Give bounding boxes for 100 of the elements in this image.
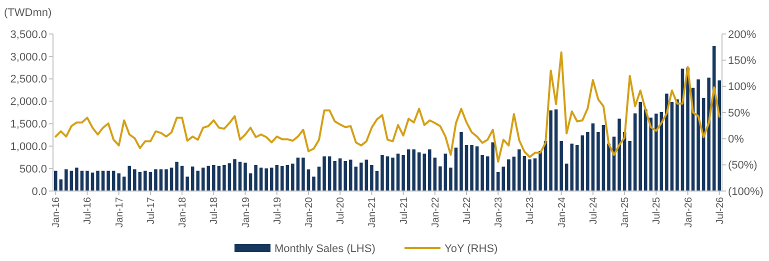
bar [676,99,679,191]
y-tick-label: 2,500.0 [10,74,47,86]
bar [186,176,189,191]
bar [128,166,132,191]
bar [533,158,537,191]
bar [528,159,532,191]
bar [444,154,448,191]
y2-tick-label: 150% [728,55,756,68]
bar [90,172,94,191]
y2-tick-label: 50% [728,107,750,120]
x-tick-label: Jan-17 [114,196,126,228]
legend-label: Monthly Sales (LHS) [274,242,376,255]
bar [212,164,216,191]
bar [75,168,78,191]
bar [618,118,621,191]
bar [317,166,321,191]
bar [106,170,110,191]
bar [64,169,68,191]
bar [633,113,637,191]
bar [144,170,147,191]
bar [502,166,506,191]
y-tick-label: 1,500.0 [10,118,47,131]
x-tick-label: Jan-22 [430,196,442,228]
bar [86,170,89,191]
y2-tick-label: 0% [728,134,744,146]
y-tick-label: 500.0 [19,163,47,176]
bar [628,140,632,191]
bar [475,146,479,191]
bar [380,155,384,191]
bar [591,123,595,191]
line-series [54,51,720,163]
y2-tick-label: (50%) [728,160,758,172]
bar [602,125,606,191]
bar [586,132,590,191]
bar [291,164,294,191]
bar [348,160,352,191]
bar [470,145,474,191]
bar [438,166,442,191]
bar [638,102,642,191]
bar [364,160,368,191]
bar [491,142,494,191]
bar [180,166,184,191]
x-tick-label: Jan-21 [367,196,378,228]
bar [570,144,574,191]
x-tick-label: Jan-20 [304,196,315,228]
bar [554,109,558,191]
bar [196,170,200,191]
bar [654,114,658,191]
bar [217,166,221,191]
bar [117,173,120,191]
bar [560,140,563,191]
bar [580,135,584,191]
bar [201,168,205,191]
x-tick-label: Jul-16 [82,196,94,224]
bar [391,158,394,191]
bar [670,102,674,191]
bar [406,149,410,191]
bar [507,159,510,191]
bar [433,158,437,191]
x-tick-label: Jul-24 [588,196,600,224]
bar [422,154,426,191]
bar [464,145,468,191]
bar [460,132,463,191]
bar [222,164,226,191]
y-tick-label: 3,000.0 [10,51,47,64]
y-tick-label: 0.0 [32,186,47,198]
bar [707,78,710,191]
y2-tick-label: 200% [728,28,756,41]
bar [259,168,263,191]
bar [596,132,600,191]
y2-tick-label: 100% [728,81,756,94]
y2-tick-label: (100%) [728,186,764,198]
x-tick-label: Jul-21 [398,196,410,224]
bar [496,172,500,191]
bar [296,158,300,191]
bar [286,164,290,191]
x-tick-label: Jul-26 [714,196,726,224]
bar [402,155,405,191]
bar [133,169,136,191]
bar [238,162,242,191]
bar [233,159,236,191]
x-tick-label: Jan-16 [51,196,62,228]
bar [322,156,326,191]
bar [228,163,232,191]
bar [718,80,721,191]
bar [312,176,316,191]
bar [206,166,210,191]
bar [170,168,174,191]
x-tick-label: Jul-23 [525,196,536,224]
x-tick-label: Jul-17 [146,196,157,224]
bar [154,169,158,191]
bar [360,162,363,191]
bar [280,166,284,191]
bar [454,148,458,191]
bar [370,164,374,191]
bar [244,162,247,191]
bar [328,156,332,191]
y-tick-label: 2,000.0 [10,96,47,108]
bar [190,166,194,191]
bar [449,168,452,191]
